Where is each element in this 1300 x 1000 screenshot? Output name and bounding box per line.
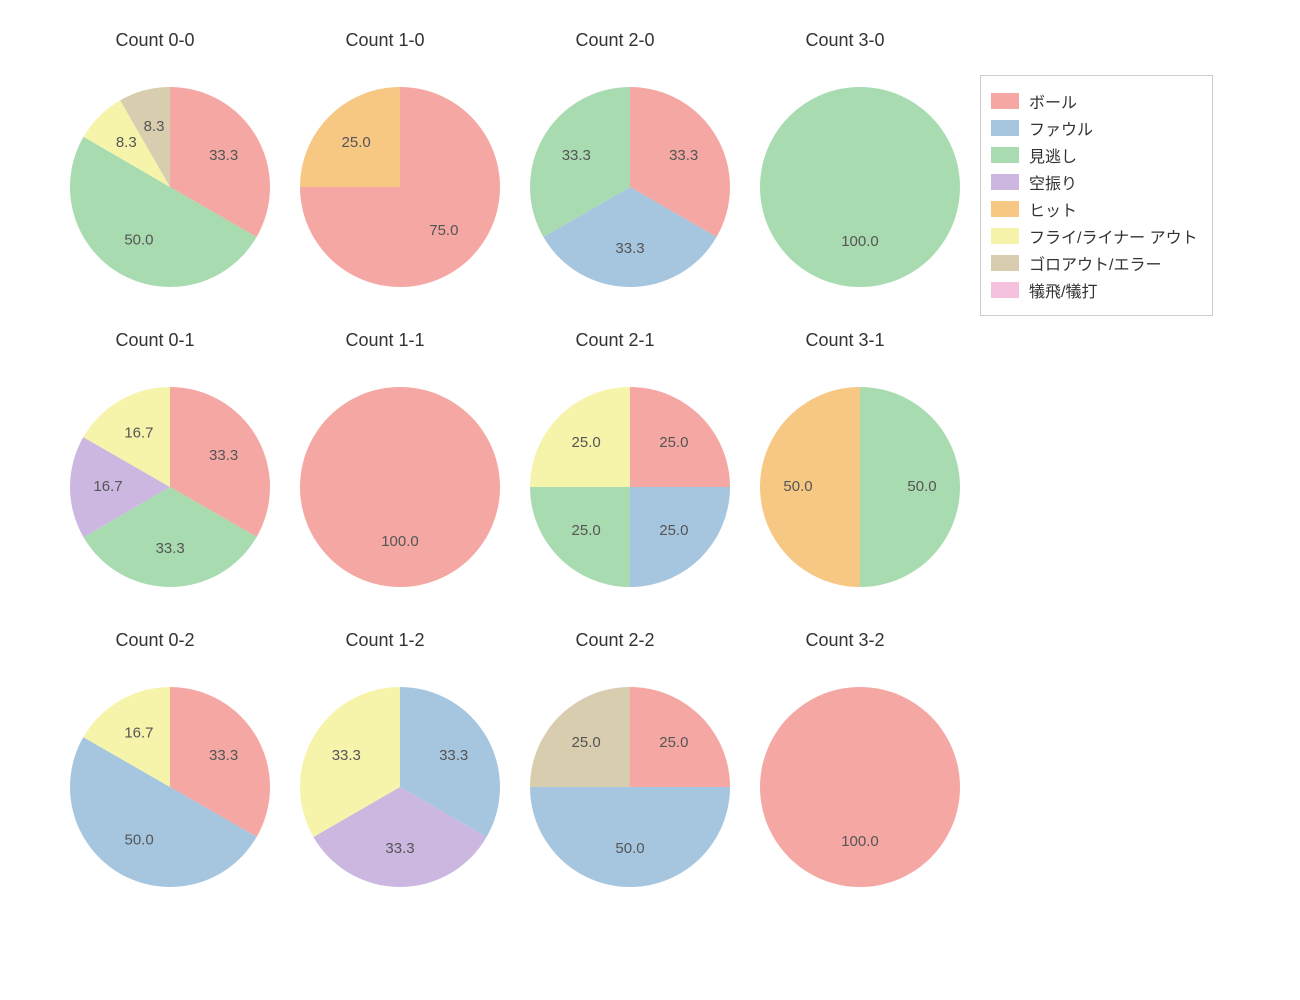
legend-item: 犠飛/犠打 (991, 278, 1198, 302)
pie-chart: Count 2-1 25.0 25.0 25.0 25.0 (500, 330, 730, 617)
legend-label: ボール (1029, 89, 1077, 113)
pie-title: Count 1-1 (270, 330, 500, 351)
pie-slice-label: 16.7 (124, 724, 153, 741)
legend-swatch (991, 174, 1019, 190)
pie-chart: Count 0-2 33.3 50.0 16.7 (40, 630, 270, 917)
pie-slice-label: 25.0 (342, 134, 371, 151)
pie-slice-label: 33.3 (562, 147, 591, 164)
pie-svg: 33.3 50.0 16.7 (40, 657, 300, 917)
legend-item: 見逃し (991, 143, 1198, 167)
pie-slice-label: 50.0 (124, 232, 153, 249)
pie-chart: Count 3-2 100.0 (730, 630, 960, 917)
legend-label: ファウル (1029, 116, 1093, 140)
pie-chart: Count 1-2 33.3 33.3 33.3 (270, 630, 500, 917)
pie-title: Count 2-2 (500, 630, 730, 651)
pie-slice-label: 50.0 (125, 832, 154, 849)
legend-label: 犠飛/犠打 (1029, 278, 1097, 302)
legend-label: ゴロアウト/エラー (1029, 251, 1161, 275)
pie-slice-label: 8.3 (144, 118, 165, 135)
pie-slice (530, 787, 730, 887)
pie-slice-label: 16.7 (124, 424, 153, 441)
legend-label: 見逃し (1029, 143, 1077, 167)
pie-slice-label: 75.0 (429, 222, 458, 239)
pie-slice-label: 25.0 (572, 734, 601, 751)
pie-slice (300, 387, 500, 587)
legend-swatch (991, 93, 1019, 109)
pie-svg: 33.3 33.3 33.3 (500, 57, 760, 317)
pie-title: Count 2-1 (500, 330, 730, 351)
pie-slice-label: 33.3 (439, 747, 468, 764)
pie-chart: Count 0-0 33.3 50.0 8.3 8.3 (40, 30, 270, 317)
pie-svg: 100.0 (730, 657, 990, 917)
pie-title: Count 0-0 (40, 30, 270, 51)
pie-title: Count 2-0 (500, 30, 730, 51)
pie-chart: Count 3-1 50.0 50.0 (730, 330, 960, 617)
pie-slice-label: 100.0 (841, 833, 879, 850)
pie-svg: 75.0 25.0 (270, 57, 530, 317)
pie-chart: Count 3-0 100.0 (730, 30, 960, 317)
pie-chart: Count 2-0 33.3 33.3 33.3 (500, 30, 730, 317)
pie-slice-label: 33.3 (332, 747, 361, 764)
pie-svg: 33.3 33.3 16.7 16.7 (40, 357, 300, 617)
pie-svg: 100.0 (270, 357, 530, 617)
pie-slice-label: 25.0 (572, 434, 601, 451)
pie-chart: Count 1-1 100.0 (270, 330, 500, 617)
pie-slice-label: 25.0 (659, 522, 688, 539)
pie-chart: Count 2-2 25.0 50.0 25.0 (500, 630, 730, 917)
pie-title: Count 0-2 (40, 630, 270, 651)
pie-title: Count 3-1 (730, 330, 960, 351)
pie-svg: 33.3 50.0 8.3 8.3 (40, 57, 300, 317)
legend-swatch (991, 120, 1019, 136)
pie-slice-label: 16.7 (93, 478, 122, 495)
pie-title: Count 3-2 (730, 630, 960, 651)
legend-item: ヒット (991, 197, 1198, 221)
pie-svg: 33.3 33.3 33.3 (270, 657, 530, 917)
legend-item: ボール (991, 89, 1198, 113)
pie-slice-label: 50.0 (615, 840, 644, 857)
legend-swatch (991, 201, 1019, 217)
legend-label: フライ/ライナー アウト (1029, 224, 1198, 248)
legend-swatch (991, 147, 1019, 163)
pie-svg: 100.0 (730, 57, 990, 317)
pie-chart: Count 1-0 75.0 25.0 (270, 30, 500, 317)
pie-slice-label: 50.0 (907, 478, 936, 495)
pie-slice-label: 33.3 (156, 540, 185, 557)
legend-item: ファウル (991, 116, 1198, 140)
pie-slice-label: 8.3 (116, 134, 137, 151)
pie-slice-label: 50.0 (783, 478, 812, 495)
pie-title: Count 3-0 (730, 30, 960, 51)
legend: ボールファウル見逃し空振りヒットフライ/ライナー アウトゴロアウト/エラー犠飛/… (980, 75, 1213, 316)
legend-swatch (991, 228, 1019, 244)
chart-grid: Count 0-0 33.3 50.0 8.3 8.3 Count 1-0 75.0 25.0… (0, 0, 1300, 1000)
pie-slice-label: 33.3 (615, 240, 644, 257)
pie-slice-label: 33.3 (385, 840, 414, 857)
pie-chart: Count 0-1 33.3 33.3 16.7 16.7 (40, 330, 270, 617)
pie-slice (760, 87, 960, 287)
pie-slice-label: 25.0 (659, 734, 688, 751)
legend-item: 空振り (991, 170, 1198, 194)
legend-item: ゴロアウト/エラー (991, 251, 1198, 275)
pie-svg: 25.0 50.0 25.0 (500, 657, 760, 917)
legend-swatch (991, 282, 1019, 298)
pie-slice-label: 25.0 (572, 522, 601, 539)
pie-title: Count 1-0 (270, 30, 500, 51)
pie-slice-label: 25.0 (659, 434, 688, 451)
pie-title: Count 1-2 (270, 630, 500, 651)
pie-slice-label: 33.3 (209, 747, 238, 764)
pie-slice-label: 100.0 (381, 533, 419, 550)
pie-slice-label: 33.3 (209, 447, 238, 464)
pie-svg: 50.0 50.0 (730, 357, 990, 617)
pie-slice-label: 100.0 (841, 233, 879, 250)
pie-slice-label: 33.3 (669, 147, 698, 164)
legend-label: 空振り (1029, 170, 1077, 194)
pie-title: Count 0-1 (40, 330, 270, 351)
legend-item: フライ/ライナー アウト (991, 224, 1198, 248)
pie-slice (760, 687, 960, 887)
pie-svg: 25.0 25.0 25.0 25.0 (500, 357, 760, 617)
pie-slice-label: 33.3 (209, 147, 238, 164)
legend-label: ヒット (1029, 197, 1077, 221)
legend-swatch (991, 255, 1019, 271)
